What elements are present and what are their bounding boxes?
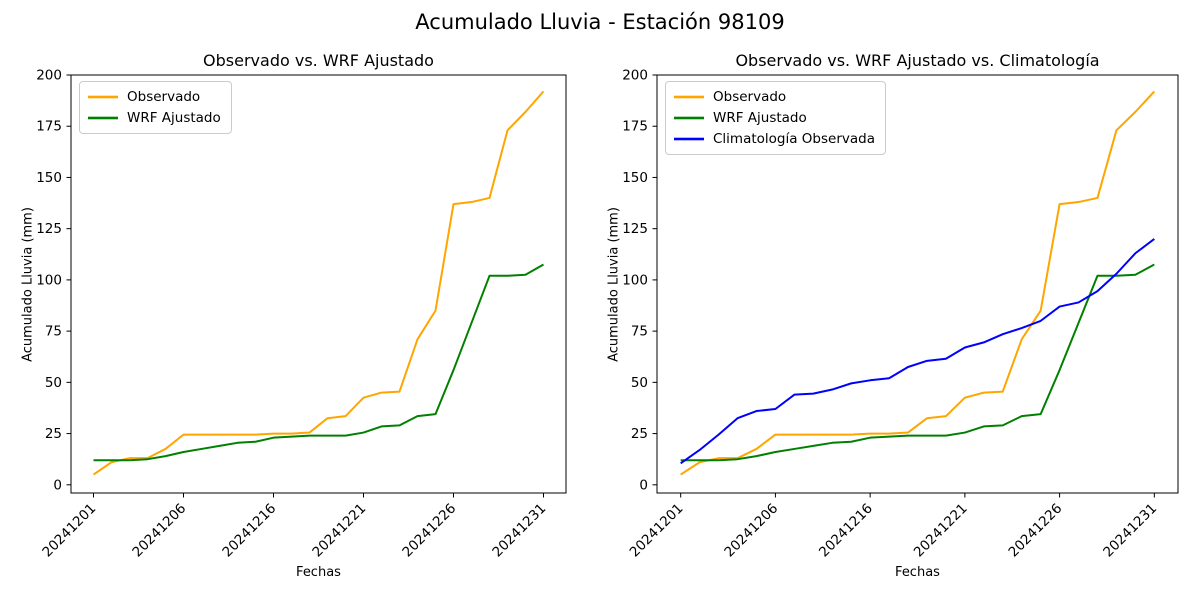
legend-row-wrf-ajustado: WRF Ajustado bbox=[674, 110, 875, 126]
y-tick-label: 25 bbox=[631, 426, 648, 442]
legend-label: Climatología Observada bbox=[713, 131, 875, 147]
y-tick-label: 50 bbox=[631, 375, 648, 391]
legend-label: Observado bbox=[713, 89, 787, 105]
y-tick-label: 25 bbox=[45, 426, 62, 442]
right-legend: Observado WRF Ajustado Climatología Obse… bbox=[665, 81, 886, 155]
y-tick-label: 0 bbox=[639, 477, 648, 493]
x-tick-label: 20241216 bbox=[816, 501, 876, 561]
left-legend: Observado WRF Ajustado bbox=[79, 81, 232, 134]
series-line-observado bbox=[92, 90, 545, 476]
y-tick-label: 125 bbox=[622, 221, 648, 237]
legend-row-observado: Observado bbox=[674, 89, 875, 105]
y-tick-label: 150 bbox=[36, 170, 62, 186]
y-tick-label: 175 bbox=[36, 119, 62, 135]
observado-line-swatch-icon bbox=[88, 95, 118, 99]
series-line-wrf-ajustado bbox=[93, 263, 544, 462]
x-tick-label: 20241221 bbox=[911, 501, 971, 561]
series-line-observado bbox=[680, 90, 1156, 476]
right-x-axis-label: Fechas bbox=[895, 565, 940, 580]
axes-spines bbox=[70, 74, 567, 494]
left-y-axis-label: Acumulado Lluvia (mm) bbox=[20, 207, 36, 362]
observado-line-swatch-icon bbox=[674, 95, 704, 99]
legend-label: WRF Ajustado bbox=[713, 110, 807, 126]
x-tick-label: 20241201 bbox=[627, 501, 687, 561]
axes-spines bbox=[656, 74, 1179, 494]
x-tick-label: 20241231 bbox=[1100, 501, 1160, 561]
y-tick-label: 100 bbox=[36, 272, 62, 288]
y-tick-label: 100 bbox=[622, 272, 648, 288]
legend-label: Observado bbox=[127, 89, 201, 105]
climatologia-line-swatch-icon bbox=[674, 137, 704, 141]
series-line-climatolog-a-observada bbox=[680, 238, 1155, 465]
series-line-wrf-ajustado bbox=[680, 263, 1155, 462]
x-tick-label: 20241206 bbox=[721, 501, 781, 561]
y-tick-label: 175 bbox=[622, 119, 648, 135]
y-tick-label: 125 bbox=[36, 221, 62, 237]
right-plot-title: Observado vs. WRF Ajustado vs. Climatolo… bbox=[735, 51, 1100, 70]
figure-title: Acumulado Lluvia - Estación 98109 bbox=[415, 10, 785, 34]
x-tick-label: 20241226 bbox=[1006, 501, 1066, 561]
legend-row-wrf-ajustado: WRF Ajustado bbox=[88, 110, 221, 126]
legend-row-observado: Observado bbox=[88, 89, 221, 105]
y-tick-label: 75 bbox=[45, 324, 62, 340]
y-tick-label: 50 bbox=[45, 375, 62, 391]
right-y-axis-label: Acumulado Lluvia (mm) bbox=[606, 207, 622, 362]
y-tick-label: 75 bbox=[631, 324, 648, 340]
legend-row-climatologia: Climatología Observada bbox=[674, 131, 875, 147]
legend-label: WRF Ajustado bbox=[127, 110, 221, 126]
y-tick-label: 0 bbox=[53, 477, 62, 493]
y-tick-label: 200 bbox=[622, 68, 648, 84]
left-plot-title: Observado vs. WRF Ajustado bbox=[203, 51, 434, 70]
y-tick-label: 150 bbox=[622, 170, 648, 186]
y-tick-label: 200 bbox=[36, 68, 62, 84]
wrf-ajustado-line-swatch-icon bbox=[674, 116, 704, 120]
wrf-ajustado-line-swatch-icon bbox=[88, 116, 118, 120]
left-x-axis-label: Fechas bbox=[296, 565, 341, 580]
